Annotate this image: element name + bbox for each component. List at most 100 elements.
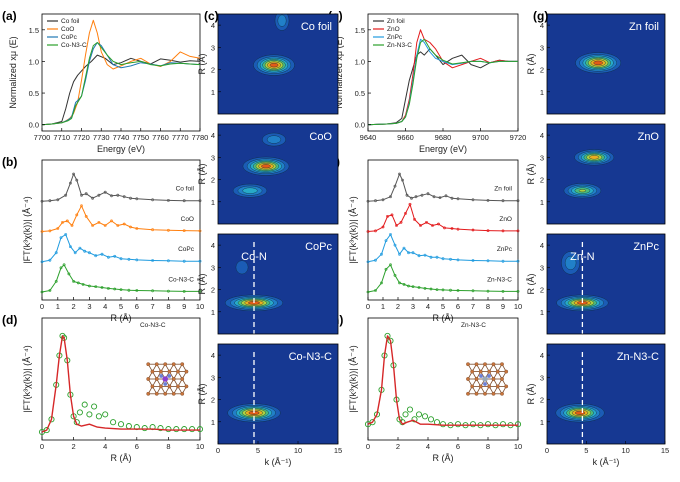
- data-point: [40, 290, 44, 294]
- data-point: [119, 257, 123, 261]
- carbon-atom: [495, 369, 500, 374]
- y-axis-label: R (Å): [526, 274, 536, 295]
- carbon-atom: [466, 391, 470, 396]
- data-point: [135, 289, 139, 292]
- x-tick-label: 0: [40, 302, 44, 311]
- data-point: [399, 220, 403, 224]
- legend-label: Zn foil: [387, 18, 405, 25]
- data-point: [40, 230, 44, 233]
- x-tick-label: 2: [72, 442, 76, 451]
- data-point: [393, 243, 397, 247]
- data-point: [141, 425, 148, 432]
- data-point: [125, 423, 132, 430]
- data-point: [113, 287, 117, 291]
- x-tick-label: 4: [426, 302, 430, 311]
- data-point: [390, 213, 394, 217]
- data-point: [380, 252, 383, 256]
- bond-annotation: Zn-N: [570, 251, 595, 263]
- data-point: [486, 229, 490, 233]
- data-point: [91, 403, 98, 410]
- data-point: [54, 251, 58, 255]
- carbon-atom: [495, 384, 500, 389]
- data-point: [366, 290, 370, 294]
- data-point: [116, 193, 120, 197]
- carbon-atom: [184, 369, 189, 374]
- data-point: [414, 195, 418, 199]
- metal-atom: [162, 376, 169, 382]
- carbon-atom: [163, 391, 168, 396]
- x-tick-label: 0: [366, 302, 370, 311]
- x-tick-label: 7: [151, 302, 155, 311]
- x-tick-label: 7750: [132, 133, 149, 142]
- data-point: [402, 282, 406, 286]
- data-point: [61, 220, 64, 224]
- wavelet-map-Zn foil: Zn foil 1 2 3 4 R (Å): [526, 13, 666, 115]
- data-point: [135, 258, 139, 262]
- nitrogen-atom: [479, 374, 483, 378]
- data-point: [166, 198, 170, 202]
- series-line-Co-N3-C: [41, 42, 201, 126]
- data-point: [456, 227, 460, 231]
- data-point: [48, 199, 52, 203]
- data-point: [166, 259, 170, 263]
- map-title: Co foil: [301, 21, 332, 33]
- data-point: [432, 195, 436, 199]
- y-axis-label: R (Å): [526, 384, 536, 405]
- data-point: [67, 272, 71, 276]
- x-tick-label: 0: [366, 442, 370, 451]
- y-tick-label: 3: [540, 263, 544, 272]
- y-tick-label: 3: [211, 263, 215, 272]
- x-tick-label: 10: [514, 302, 522, 311]
- data-point: [48, 258, 52, 262]
- data-point: [389, 195, 392, 199]
- carbon-atom: [159, 384, 163, 389]
- series-line-Co-N3-C: [41, 264, 200, 293]
- x-axis-label: R (Å): [433, 453, 454, 463]
- y-tick-label: 0.0: [355, 121, 365, 130]
- map-title: Zn foil: [629, 21, 659, 33]
- series-name: ZnO: [499, 216, 512, 223]
- panel-a: 7700 7710 7720 7730 7740 7750 7760 7770 7780 Ener…: [8, 13, 208, 154]
- y-tick-label: 4: [540, 131, 544, 140]
- legend-label: ZnO: [387, 26, 400, 33]
- y-tick-label: 3: [211, 153, 215, 162]
- data-point: [69, 245, 72, 249]
- x-tick-label: 9: [182, 302, 186, 311]
- metal-atom: [482, 376, 488, 382]
- x-tick-label: 15: [334, 446, 342, 455]
- x-tick-label: 10: [196, 442, 204, 451]
- data-point: [374, 258, 377, 262]
- x-tick-label: 6: [135, 302, 139, 311]
- carbon-atom: [470, 384, 475, 389]
- data-point: [516, 199, 520, 203]
- y-axis-label: |FT(k³χ(k))| (Å⁻⁴): [22, 345, 32, 413]
- data-point: [417, 254, 421, 258]
- map-title: CoO: [309, 131, 332, 143]
- map-frame: [546, 123, 666, 225]
- data-point: [117, 421, 125, 428]
- map-title: CoPc: [305, 241, 332, 253]
- data-point: [374, 199, 377, 203]
- x-tick-label: 9: [501, 302, 505, 311]
- x-tick-label: 9720: [510, 133, 527, 142]
- carbon-atom: [154, 391, 159, 396]
- data-point: [196, 426, 204, 433]
- nitrogen-atom: [483, 382, 487, 386]
- panel-title: Co-N3-C: [140, 322, 166, 329]
- map-body: [547, 344, 665, 444]
- y-tick-label: 3: [211, 43, 215, 52]
- x-tick-label: 0: [545, 446, 549, 455]
- data-point: [374, 289, 377, 292]
- data-point: [471, 259, 475, 262]
- data-point: [72, 279, 76, 283]
- data-point: [165, 426, 172, 433]
- data-point: [393, 184, 397, 188]
- data-point: [72, 172, 76, 176]
- x-tick-label: 7730: [93, 133, 110, 142]
- data-point: [484, 421, 492, 428]
- data-point: [456, 258, 460, 262]
- data-point: [198, 229, 202, 233]
- carbon-atom: [487, 369, 492, 374]
- y-tick-label: 1: [211, 418, 215, 427]
- data-point: [135, 227, 139, 230]
